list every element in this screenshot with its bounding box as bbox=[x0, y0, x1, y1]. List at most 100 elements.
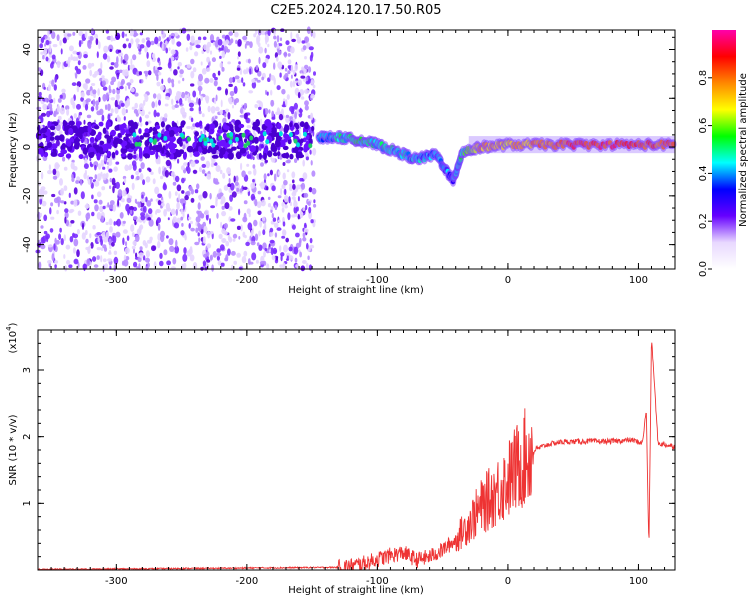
noise-speckle bbox=[43, 214, 48, 222]
noise-speckle bbox=[47, 29, 50, 37]
band-speckle bbox=[161, 148, 165, 155]
noise-speckle bbox=[245, 41, 251, 46]
noise-speckle bbox=[138, 51, 142, 55]
band-speckle bbox=[155, 151, 159, 160]
noise-speckle bbox=[151, 53, 156, 59]
noise-speckle bbox=[112, 235, 115, 243]
noise-speckle bbox=[220, 99, 223, 108]
noise-speckle bbox=[95, 104, 99, 111]
noise-speckle bbox=[163, 249, 168, 256]
band-speckle bbox=[92, 144, 100, 150]
noise-speckle bbox=[300, 182, 306, 190]
band-speckle bbox=[309, 138, 313, 145]
noise-speckle bbox=[87, 40, 91, 48]
band-highlight bbox=[265, 139, 270, 145]
noise-speckle bbox=[167, 217, 170, 221]
band-speckle bbox=[138, 150, 143, 159]
noise-speckle bbox=[187, 162, 190, 168]
noise-speckle bbox=[149, 236, 153, 241]
noise-speckle bbox=[148, 208, 153, 215]
noise-speckle bbox=[62, 156, 66, 162]
band-highlight bbox=[200, 133, 205, 139]
noise-speckle bbox=[144, 215, 148, 219]
noise-speckle bbox=[282, 172, 286, 180]
noise-speckle bbox=[247, 58, 251, 64]
band-speckle bbox=[230, 127, 234, 134]
band-speckle bbox=[311, 125, 315, 132]
band-speckle bbox=[108, 143, 112, 150]
band-speckle bbox=[219, 139, 227, 147]
band-speckle bbox=[238, 141, 244, 149]
noise-speckle bbox=[43, 86, 46, 90]
band-speckle bbox=[171, 122, 178, 129]
noise-speckle bbox=[265, 34, 269, 38]
noise-speckle bbox=[289, 80, 293, 88]
noise-speckle bbox=[92, 73, 97, 78]
noise-speckle bbox=[144, 114, 150, 119]
noise-speckle bbox=[38, 239, 41, 244]
noise-speckle bbox=[161, 30, 164, 35]
noise-speckle bbox=[120, 80, 124, 87]
noise-speckle bbox=[256, 79, 261, 83]
noise-speckle bbox=[295, 264, 299, 268]
noise-speckle bbox=[189, 45, 193, 51]
noise-speckle bbox=[117, 198, 120, 207]
noise-speckle bbox=[195, 44, 201, 49]
noise-speckle bbox=[54, 237, 57, 244]
band-speckle bbox=[305, 134, 310, 140]
noise-speckle bbox=[299, 211, 304, 219]
noise-speckle bbox=[201, 68, 207, 75]
noise-speckle bbox=[51, 54, 56, 60]
noise-speckle bbox=[59, 94, 63, 99]
noise-speckle bbox=[294, 111, 297, 120]
band-speckle bbox=[274, 140, 281, 148]
noise-speckle bbox=[76, 103, 81, 110]
noise-speckle bbox=[122, 220, 126, 224]
band-speckle bbox=[289, 122, 293, 128]
noise-speckle bbox=[273, 28, 276, 36]
noise-speckle bbox=[90, 106, 95, 112]
noise-speckle bbox=[290, 74, 293, 79]
noise-speckle bbox=[182, 77, 185, 82]
band-speckle bbox=[235, 151, 242, 160]
noise-speckle bbox=[206, 259, 211, 263]
noise-speckle bbox=[59, 39, 62, 46]
noise-speckle bbox=[304, 151, 308, 156]
noise-speckle bbox=[129, 28, 135, 37]
noise-speckle bbox=[157, 66, 163, 70]
noise-speckle bbox=[287, 70, 291, 75]
noise-speckle bbox=[144, 242, 148, 249]
band-speckle bbox=[74, 141, 80, 148]
noise-speckle bbox=[224, 257, 229, 262]
noise-speckle bbox=[288, 196, 291, 204]
noise-speckle bbox=[130, 209, 133, 215]
noise-speckle bbox=[45, 56, 49, 62]
noise-speckle bbox=[102, 205, 106, 210]
noise-speckle bbox=[197, 36, 202, 41]
noise-speckle bbox=[62, 37, 67, 44]
band-speckle bbox=[282, 145, 289, 151]
noise-speckle bbox=[80, 39, 84, 45]
noise-speckle bbox=[40, 112, 47, 117]
noise-speckle bbox=[43, 230, 48, 235]
noise-speckle bbox=[60, 188, 65, 196]
noise-speckle bbox=[53, 110, 56, 116]
noise-speckle bbox=[302, 232, 306, 239]
band-speckle bbox=[110, 129, 116, 136]
noise-speckle bbox=[84, 169, 87, 176]
noise-speckle bbox=[209, 34, 215, 42]
noise-speckle bbox=[249, 68, 252, 75]
noise-speckle bbox=[63, 254, 66, 259]
noise-speckle bbox=[40, 51, 44, 55]
noise-speckle bbox=[51, 31, 56, 39]
noise-speckle bbox=[167, 77, 172, 84]
noise-speckle bbox=[219, 244, 225, 251]
noise-speckle bbox=[267, 196, 271, 200]
x-tick-label: 0 bbox=[505, 275, 511, 286]
noise-speckle bbox=[248, 213, 251, 218]
band-speckle bbox=[144, 128, 150, 134]
noise-speckle bbox=[241, 256, 247, 264]
noise-speckle bbox=[312, 221, 316, 228]
noise-speckle bbox=[214, 97, 217, 105]
noise-speckle bbox=[273, 40, 277, 48]
